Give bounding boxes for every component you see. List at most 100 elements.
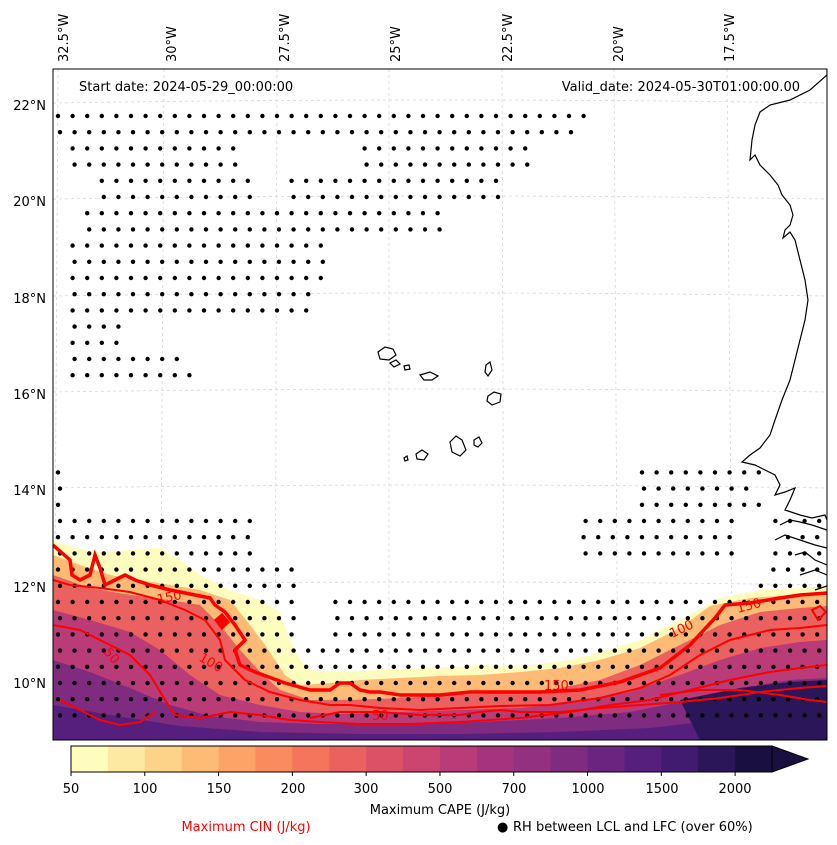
- rh-dot: [274, 599, 280, 605]
- latitude-labels: 22°N 20°N 18°N 16°N 14°N 12°N 10°N: [13, 99, 46, 692]
- rh-dot: [669, 664, 674, 669]
- rh-dot: [99, 599, 105, 605]
- rh-dot: [583, 616, 588, 621]
- rh-dot: [379, 648, 384, 653]
- rh-dot: [262, 680, 267, 686]
- rh-dot: [245, 567, 250, 572]
- rh-dot: [85, 535, 90, 540]
- rh-dot: [510, 713, 515, 718]
- rh-dot: [233, 680, 238, 686]
- rh-dot: [143, 599, 148, 605]
- rh-dot: [333, 599, 338, 605]
- rh-dot: [435, 632, 440, 637]
- rh-dot: [452, 194, 457, 200]
- rh-dot: [683, 632, 688, 637]
- rh-dot: [116, 713, 121, 718]
- rh-dot: [158, 535, 163, 540]
- rh-dot: [495, 616, 501, 621]
- rh-dot: [583, 551, 588, 556]
- rh-dot: [437, 648, 442, 653]
- rh-dot: [72, 356, 77, 362]
- rh-dot: [627, 648, 632, 653]
- rh-dot: [231, 146, 236, 151]
- rh-dot: [203, 259, 209, 264]
- rh-dot: [85, 599, 90, 605]
- rh-dot: [233, 616, 238, 621]
- rh-dot: [669, 502, 674, 507]
- rh-dot: [610, 697, 615, 702]
- rh-dot: [552, 113, 557, 119]
- rh-dot: [391, 146, 396, 151]
- colorbar-swatch: [255, 746, 293, 772]
- rh-dot: [391, 697, 396, 702]
- rh-dot: [70, 146, 75, 151]
- rh-dot: [347, 113, 353, 119]
- rh-dot: [231, 113, 236, 119]
- colorbar-swatch: [403, 746, 441, 772]
- rh-dot: [247, 194, 252, 200]
- rh-dot: [87, 680, 92, 686]
- rh-dot: [364, 227, 369, 232]
- rh-dot: [817, 583, 822, 588]
- rh-dot: [57, 616, 63, 621]
- rh-dot: [510, 162, 515, 167]
- rh-dot: [55, 599, 61, 605]
- rh-dot: [306, 194, 311, 200]
- rh-dot: [99, 275, 105, 281]
- rh-dot: [201, 567, 207, 572]
- rh-dot: [201, 535, 207, 540]
- rh-dot: [537, 697, 542, 702]
- rh-dot: [187, 211, 192, 216]
- rh-dot: [596, 535, 601, 540]
- rh-dot: [291, 130, 296, 135]
- rh-dot: [85, 146, 90, 151]
- rh-dot: [320, 680, 325, 686]
- rh-dot: [523, 113, 528, 119]
- rh-dot: [712, 470, 718, 475]
- rh-dot: [393, 616, 398, 621]
- rh-dot: [187, 308, 192, 313]
- rh-dot: [598, 518, 603, 524]
- rh-dot: [406, 211, 411, 216]
- rh-dot: [99, 632, 105, 637]
- rh-dot: [114, 664, 119, 669]
- rh-dot: [466, 680, 471, 686]
- rh-dot: [493, 632, 499, 637]
- rh-dot: [247, 551, 252, 556]
- colorbar-tick: 1500: [645, 782, 678, 797]
- rh-dot: [203, 680, 209, 686]
- rh-dot: [262, 130, 267, 135]
- rh-dot: [143, 243, 148, 248]
- rh-dot: [130, 518, 136, 524]
- rh-dot: [201, 599, 207, 605]
- rh-dot: [408, 616, 413, 621]
- rh-dot: [815, 632, 820, 637]
- rh-dot: [802, 616, 807, 621]
- rh-dot: [160, 227, 165, 232]
- rh-dot: [581, 664, 586, 669]
- rh-dot: [116, 292, 121, 297]
- rh-dot: [114, 146, 119, 151]
- rh-dot: [641, 616, 647, 621]
- rh-dot: [218, 259, 223, 264]
- rh-dot: [393, 648, 398, 653]
- rh-dot: [773, 648, 778, 653]
- rh-dot: [172, 664, 177, 669]
- rh-dot: [158, 697, 163, 702]
- rh-dot: [116, 551, 121, 556]
- rh-dot: [85, 567, 90, 572]
- rh-dot: [452, 162, 457, 167]
- rh-dot: [260, 308, 265, 313]
- rh-dot: [554, 130, 559, 135]
- rh-dot: [218, 227, 223, 232]
- rh-dot: [787, 680, 793, 686]
- rh-dot: [625, 697, 630, 702]
- rh-dot: [306, 130, 311, 135]
- rh-dot: [802, 583, 807, 588]
- rh-dot: [347, 697, 353, 702]
- rh-dot: [318, 243, 323, 248]
- rh-dot: [335, 194, 340, 200]
- rh-dot: [815, 599, 820, 605]
- rh-dot: [495, 130, 501, 135]
